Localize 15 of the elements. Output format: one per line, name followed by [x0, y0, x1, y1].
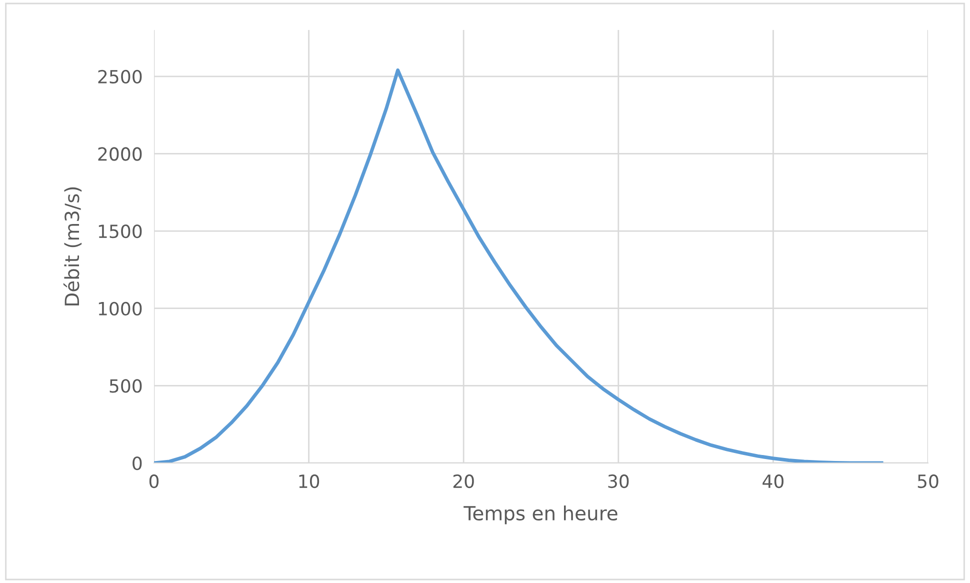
y-tick-label: 0 — [132, 456, 142, 470]
x-tick-label: 10 — [299, 474, 320, 488]
x-tick-label: 0 — [149, 474, 159, 488]
y-tick-label: 2500 — [98, 70, 142, 84]
x-axis-title: Temps en heure — [464, 505, 618, 524]
x-tick-label: 20 — [453, 474, 474, 488]
x-tick-label: 30 — [608, 474, 629, 488]
y-tick-label: 2000 — [98, 147, 142, 161]
line-series — [154, 68, 884, 463]
y-tick-label: 1000 — [98, 302, 142, 316]
y-axis-title: Débit (m3/s) — [63, 187, 82, 306]
y-tick-label: 500 — [110, 379, 142, 393]
x-tick-label: 40 — [762, 474, 784, 488]
x-tick-label: 50 — [918, 474, 938, 488]
y-tick-label: 1500 — [98, 224, 142, 238]
